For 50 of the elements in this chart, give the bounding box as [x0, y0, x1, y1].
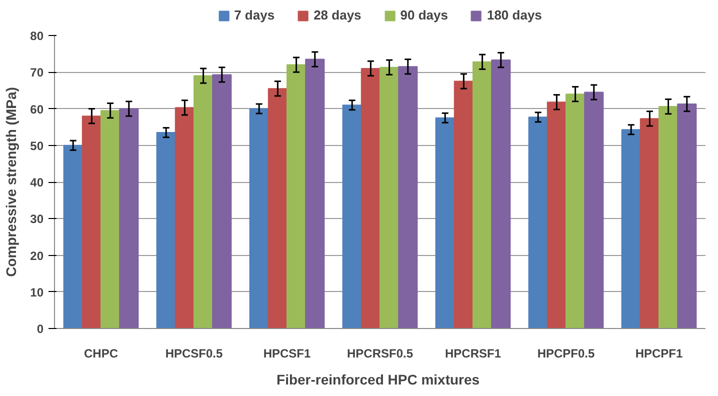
x-tick-label: HPCPF1 [635, 346, 683, 360]
y-tick-label: 80 [30, 29, 44, 43]
y-tick-label: 0 [36, 322, 44, 336]
x-tick-label: HPCSF0.5 [165, 346, 223, 360]
bar [640, 118, 660, 328]
y-tick-label: 30 [30, 212, 44, 226]
bar [212, 74, 232, 328]
bar [100, 110, 120, 328]
bar [566, 94, 586, 328]
x-tick-label: HPCRSF0.5 [346, 346, 414, 360]
bar [63, 144, 83, 328]
bar [342, 104, 362, 328]
bar [677, 103, 697, 328]
bar [528, 116, 548, 328]
bar [380, 66, 400, 328]
bar [286, 64, 306, 328]
x-tick-label: HPCSF1 [263, 346, 311, 360]
x-tick-label: HPCRSF1 [444, 346, 502, 360]
bar [454, 80, 474, 328]
y-tick-label: 20 [30, 248, 44, 263]
bar [584, 92, 604, 328]
y-tick-label: 60 [30, 102, 44, 116]
bar [174, 107, 194, 328]
bar [249, 108, 269, 328]
bar [472, 61, 492, 328]
legend-label: 7 days [234, 8, 275, 22]
y-tick-label: 40 [30, 176, 44, 190]
y-tick-label: 50 [30, 138, 44, 153]
bar [546, 102, 566, 328]
legend-label: 180 days [486, 8, 542, 22]
bar [435, 117, 455, 328]
bar [491, 60, 511, 328]
x-axis-title: Fiber-reinforced HPC mixtures [276, 372, 480, 388]
bar [398, 66, 418, 328]
bar [156, 132, 176, 328]
bar [305, 58, 325, 328]
bar [621, 129, 641, 328]
x-tick-label: HPCPF0.5 [537, 346, 595, 360]
bar [194, 75, 214, 328]
y-axis-title: Compressive strength (MPa) [3, 87, 20, 277]
y-tick-label: 70 [30, 66, 44, 80]
bar [360, 68, 380, 328]
bar [268, 88, 288, 328]
legend-label: 90 days [400, 8, 448, 22]
x-tick-label: CHPC [84, 346, 118, 360]
bar [82, 116, 102, 328]
y-tick-label: 10 [30, 285, 44, 300]
legend-label: 28 days [314, 8, 362, 22]
bar [658, 106, 678, 328]
bar [119, 108, 139, 328]
